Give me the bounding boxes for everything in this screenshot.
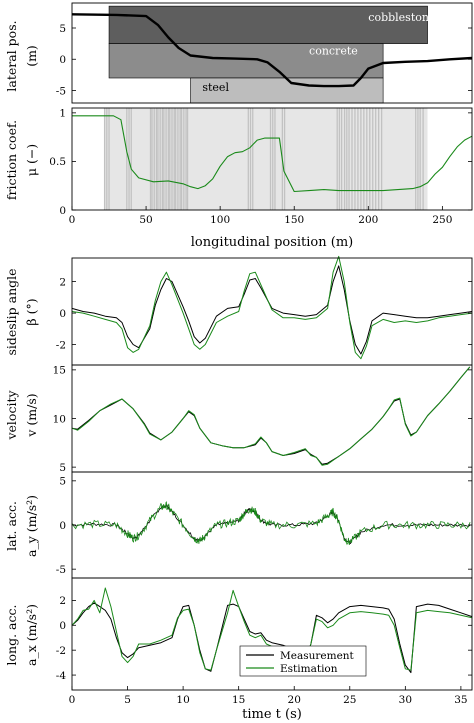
long_acc-xtick-label: 25 xyxy=(343,694,356,706)
friction-ytick-label: 0 xyxy=(59,205,66,217)
sideslip-frame xyxy=(71,257,473,366)
friction-xtick-label: 0 xyxy=(69,214,76,226)
yunit-lateral: (m) xyxy=(24,45,39,67)
ylabel-sideslip: sideslip angle xyxy=(4,268,19,355)
friction-xtick-label: 100 xyxy=(210,214,230,226)
friction-line xyxy=(72,115,473,193)
lateral-position-line xyxy=(71,13,473,88)
sideslip-ytick-label: 0 xyxy=(59,308,66,320)
velocity-ytick-label: 15 xyxy=(53,365,66,377)
long_acc-xtick-label: 30 xyxy=(399,694,412,706)
sideslip-measurement-line xyxy=(71,265,473,355)
velocity-ytick-label: 5 xyxy=(59,462,66,474)
ysym-velocity: v (m/s) xyxy=(24,393,39,437)
ysym-long-acc: a_x (m/s²) xyxy=(24,604,39,666)
long_acc-xtick-label: 10 xyxy=(176,694,189,706)
region-label-cobblestone: cobblestone xyxy=(368,11,435,24)
lat_acc-estimation-line xyxy=(71,501,471,546)
friction-xtick-label: 150 xyxy=(284,214,304,226)
sideslip-ytick-label: -2 xyxy=(56,339,66,351)
long_acc-xtick-label: 0 xyxy=(69,694,76,706)
sideslip-estimation-line xyxy=(71,255,473,360)
legend-box xyxy=(239,645,367,677)
long_acc-ytick-label: 0 xyxy=(59,620,66,632)
long_acc-ytick-label: 2 xyxy=(59,595,66,607)
xlabel-longitudinal: longitudinal position (m) xyxy=(191,235,354,250)
long_acc-xtick-label: 20 xyxy=(288,694,301,706)
ysym-sideslip: β (°) xyxy=(24,298,39,325)
velocity-estimation-line xyxy=(71,366,471,466)
lat_acc-ytick-label: 5 xyxy=(59,476,66,488)
long_acc-xtick-label: 35 xyxy=(454,694,467,706)
long_acc-ytick-label: -4 xyxy=(56,670,67,682)
ylabel-lat-acc: lat. acc. xyxy=(4,501,19,551)
sideslip-ytick-label: 2 xyxy=(59,276,66,288)
friction-xtick-label: 250 xyxy=(432,214,452,226)
long_acc-measurement-line xyxy=(71,602,473,674)
long_acc-ytick-label: -2 xyxy=(56,645,66,657)
region-concrete xyxy=(108,43,384,79)
friction-xtick-label: 200 xyxy=(358,214,378,226)
lateral-ytick-label: 0 xyxy=(59,54,66,66)
lateral-ytick-label: -5 xyxy=(56,85,66,97)
lateral-ytick-label: 5 xyxy=(59,23,66,35)
long_acc-xtick-label: 15 xyxy=(232,694,245,706)
friction-ytick-label: 0.5 xyxy=(49,156,66,168)
friction-ytick-label: 1 xyxy=(59,108,66,120)
long_acc-frame xyxy=(71,577,473,691)
ylabel-friction: friction coef. xyxy=(4,120,19,200)
legend-label-measurement: Measurement xyxy=(280,650,355,662)
ysym-friction: μ (−) xyxy=(24,144,39,176)
friction-frame xyxy=(71,107,473,211)
region-label-steel: steel xyxy=(202,81,229,94)
ylabel-lateral: lateral pos. xyxy=(4,20,19,91)
lat_acc-ytick-label: 0 xyxy=(59,520,66,532)
velocity-frame xyxy=(71,364,473,473)
legend-label-estimation: Estimation xyxy=(280,663,338,675)
region-cobblestone xyxy=(108,5,428,44)
friction-xtick-label: 50 xyxy=(139,214,152,226)
ylabel-long-acc: long. acc. xyxy=(4,605,19,666)
xlabel-time: time t (s) xyxy=(242,707,302,722)
ysym-lat-acc: a_y (m/s²) xyxy=(24,495,39,557)
lat_acc-frame xyxy=(71,471,473,579)
long_acc-xtick-label: 5 xyxy=(124,694,131,706)
ylabel-velocity: velocity xyxy=(4,390,19,441)
long_acc-estimation-line xyxy=(71,587,473,671)
lat_acc-ytick-label: -5 xyxy=(56,564,66,576)
lateral-frame xyxy=(71,2,473,104)
velocity-ytick-label: 10 xyxy=(53,413,66,425)
region-label-concrete: concrete xyxy=(309,44,358,57)
